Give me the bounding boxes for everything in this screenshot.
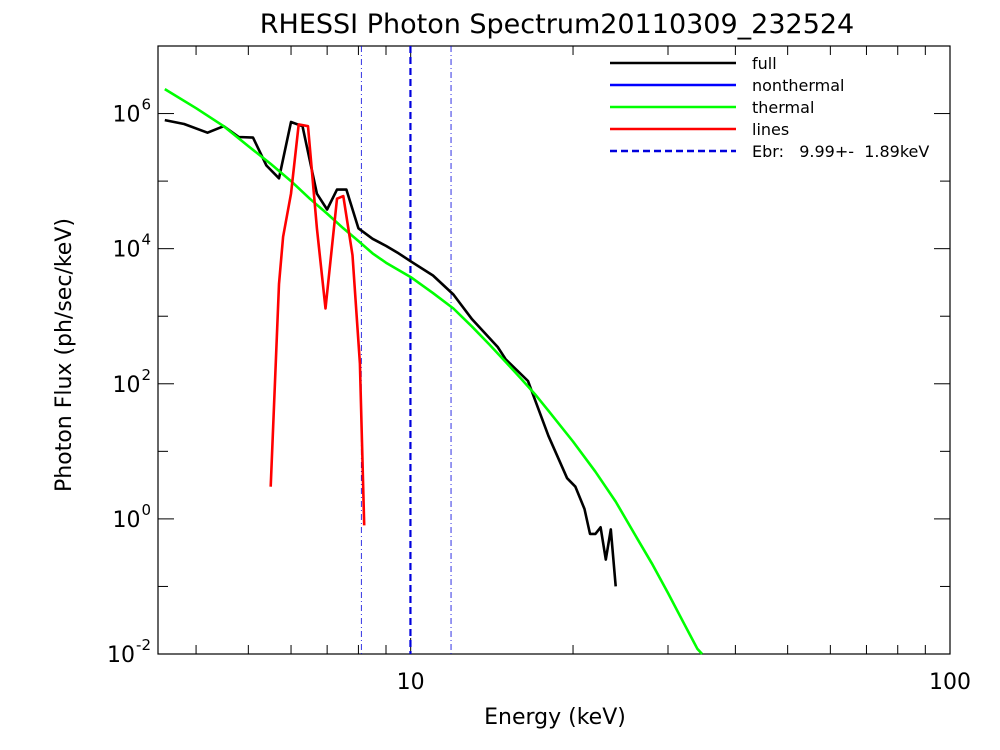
- x-tick-label: 10: [397, 670, 425, 695]
- y-tick-label-base: 10: [112, 373, 140, 398]
- y-tick-label-exponent: 4: [141, 231, 151, 249]
- y-tick-label: 210: [112, 366, 151, 398]
- spectrum-series: [164, 87, 704, 655]
- series-full-line: [164, 118, 617, 587]
- y-tick-label-base: 10: [112, 508, 140, 533]
- x-axis-label: Energy (keV): [484, 705, 626, 730]
- legend-label: lines: [752, 120, 789, 139]
- legend-label: thermal: [752, 98, 814, 117]
- legend-label: full: [752, 54, 777, 73]
- y-tick-label-exponent: 0: [141, 501, 151, 519]
- y-tick-label-base: 10: [112, 238, 140, 263]
- y-tick-label: 610: [112, 96, 151, 128]
- y-tick-label-exponent: 6: [141, 96, 151, 114]
- x-tick-label: 100: [929, 670, 971, 695]
- y-tick-label-exponent: -2: [136, 636, 151, 654]
- chart-title: RHESSI Photon Spectrum20110309_232524: [260, 9, 855, 40]
- plot-border: [157, 45, 951, 655]
- series-thermal-line: [164, 87, 704, 655]
- y-tick-label-base: 10: [112, 103, 140, 128]
- y-tick-label: 010: [112, 501, 151, 533]
- y-tick-label-exponent: 2: [141, 366, 151, 384]
- y-tick-label-base: 10: [107, 643, 135, 668]
- y-axis-label: Photon Flux (ph/sec/keV): [52, 218, 77, 492]
- legend: full nonthermal thermal lines Ebr: 9.99+- 1.…: [610, 54, 929, 161]
- plot-frame: [157, 45, 951, 655]
- legend-label: nonthermal: [752, 76, 844, 95]
- legend-label: Ebr: 9.99+- 1.89keV: [752, 142, 929, 161]
- energy-marker-lines: [360, 46, 452, 654]
- y-tick-label: 410: [112, 231, 151, 263]
- y-tick-label: -210: [107, 636, 151, 668]
- series-lines-line: [269, 123, 366, 526]
